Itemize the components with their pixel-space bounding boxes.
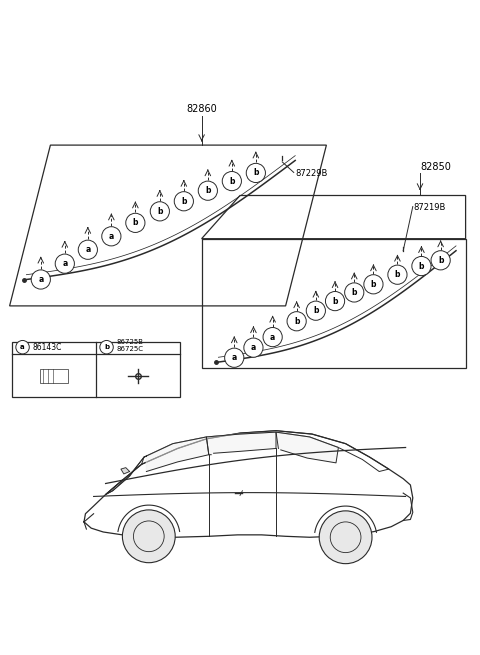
Text: b: b [395, 271, 400, 279]
Circle shape [122, 510, 175, 563]
Polygon shape [276, 432, 338, 463]
Text: a: a [270, 333, 275, 342]
Text: b: b [371, 280, 376, 289]
Text: a: a [109, 232, 114, 241]
Circle shape [55, 254, 74, 273]
Text: b: b [332, 297, 338, 306]
Circle shape [325, 291, 345, 310]
Bar [39, 369, 69, 383]
Text: b: b [205, 186, 211, 195]
Circle shape [388, 265, 407, 284]
Text: b: b [419, 261, 424, 271]
Circle shape [102, 227, 121, 246]
Text: b: b [294, 317, 300, 326]
Text: b: b [157, 207, 163, 216]
Text: b: b [104, 344, 109, 350]
Text: b: b [132, 218, 138, 227]
Text: b: b [181, 196, 187, 206]
Text: a: a [85, 245, 90, 254]
Circle shape [198, 181, 217, 200]
Text: 82860: 82860 [186, 104, 217, 114]
Circle shape [263, 328, 282, 346]
Text: b: b [313, 306, 319, 315]
Circle shape [225, 348, 244, 367]
Text: b: b [253, 168, 259, 178]
Text: b: b [438, 256, 444, 265]
Circle shape [78, 240, 97, 259]
Circle shape [16, 341, 29, 354]
Circle shape [100, 341, 113, 354]
Circle shape [412, 257, 431, 276]
Circle shape [31, 270, 50, 289]
Text: a: a [38, 275, 43, 284]
Circle shape [364, 274, 383, 294]
Circle shape [287, 312, 306, 331]
Text: a: a [232, 353, 237, 362]
Text: a: a [20, 344, 25, 350]
Circle shape [319, 511, 372, 564]
Circle shape [126, 214, 145, 233]
Text: 87219B: 87219B [414, 203, 446, 212]
Circle shape [345, 283, 364, 302]
Text: 86725B
86725C: 86725B 86725C [116, 339, 143, 352]
Circle shape [174, 192, 193, 211]
Text: 87229B: 87229B [295, 170, 327, 178]
Polygon shape [84, 431, 413, 537]
Circle shape [150, 202, 169, 221]
Text: a: a [251, 343, 256, 352]
Circle shape [246, 163, 265, 183]
Polygon shape [144, 437, 209, 472]
Circle shape [306, 301, 325, 320]
Text: b: b [351, 288, 357, 297]
Circle shape [222, 172, 241, 191]
Polygon shape [206, 432, 276, 455]
Polygon shape [121, 468, 130, 474]
Text: 82850: 82850 [420, 162, 451, 172]
Text: 86143C: 86143C [32, 343, 61, 352]
Circle shape [244, 338, 263, 357]
Text: a: a [62, 259, 67, 268]
Text: b: b [229, 177, 235, 185]
Circle shape [431, 251, 450, 270]
